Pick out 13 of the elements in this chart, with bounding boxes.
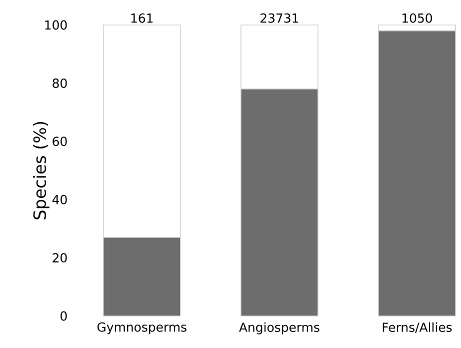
- y-tick-label: 60: [52, 136, 67, 146]
- y-tick-label: 100: [45, 20, 67, 30]
- y-tick-label: 20: [52, 253, 67, 263]
- y-tick-label: 80: [52, 78, 67, 88]
- y-tick-label: 40: [52, 194, 67, 204]
- x-tick-label: Gymnosperms: [97, 322, 186, 334]
- x-tick-label: Angiosperms: [239, 322, 320, 334]
- y-tick-label: 0: [60, 311, 67, 321]
- annotation: 161: [131, 13, 153, 23]
- annotation: 1050: [402, 13, 432, 23]
- x-tick-label: Ferns/Allies: [382, 322, 452, 333]
- annotation: 23731: [260, 13, 298, 23]
- y-axis-title: Species (%): [32, 122, 50, 220]
